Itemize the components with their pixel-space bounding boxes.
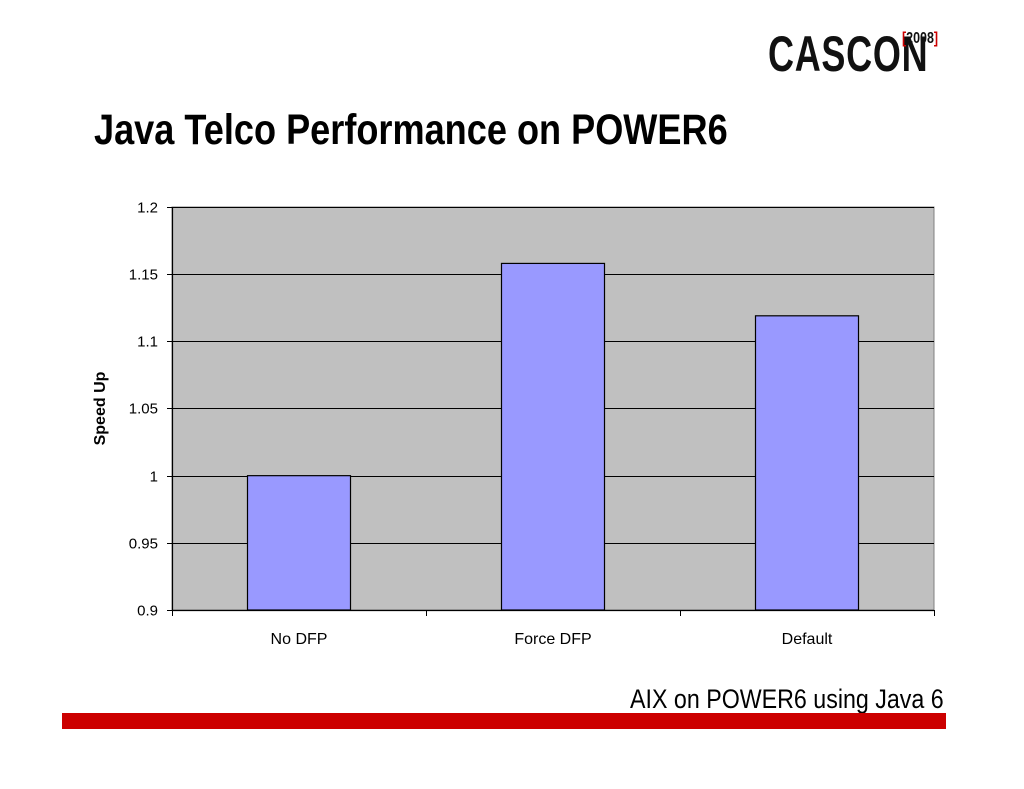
logo-text: CASCON xyxy=(768,26,929,82)
page-title: Java Telco Performance on POWER6 xyxy=(94,106,728,154)
y-tick-label: 0.95 xyxy=(129,536,158,553)
x-tick-label: Default xyxy=(782,631,833,648)
y-tick-label: 1.1 xyxy=(137,334,158,351)
y-tick-label: 1.15 xyxy=(129,267,158,284)
logo-bracket-close: ] xyxy=(933,30,939,47)
logo-year-text: 2008 xyxy=(906,30,934,47)
bar xyxy=(754,315,860,611)
footer-red-bar xyxy=(62,713,946,729)
x-tick-label: Force DFP xyxy=(514,631,591,648)
logo-bracket-open: [ xyxy=(902,30,907,47)
footer-caption: AIX on POWER6 using Java 6 xyxy=(630,684,944,714)
logo-year: [2008] xyxy=(902,30,938,48)
y-axis-label: Speed Up xyxy=(92,371,109,445)
x-tick-label: No DFP xyxy=(271,631,328,648)
cascon-logo: CASCON [2008] xyxy=(768,26,991,82)
bar xyxy=(246,475,352,611)
y-tick-label: 1 xyxy=(150,469,158,486)
y-tick-label: 1.2 xyxy=(137,200,158,217)
y-tick-label: 1.05 xyxy=(129,401,158,418)
bar xyxy=(500,262,606,611)
y-tick-label: 0.9 xyxy=(137,603,158,620)
